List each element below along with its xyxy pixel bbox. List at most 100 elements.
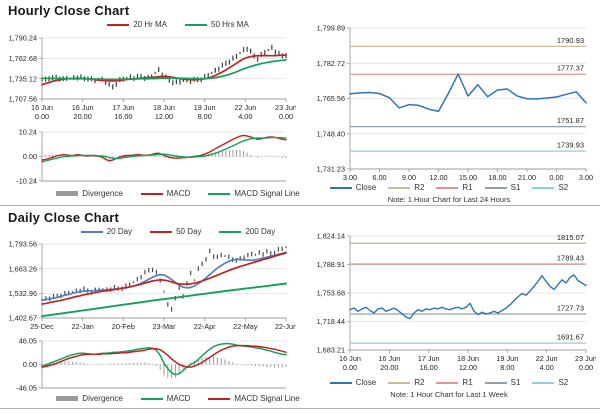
svg-text:1,753.68: 1,753.68 — [317, 289, 345, 298]
legend-item: 200 Day — [219, 227, 275, 236]
svg-text:1777.37: 1777.37 — [557, 64, 584, 73]
legend-item: R2 — [388, 378, 424, 387]
legend-bar-chip — [56, 191, 79, 196]
hourly-price-legend: 20 Hr MA 50 Hrs MA — [4, 20, 324, 29]
section-divider — [0, 408, 600, 409]
weekly-sr-legend: Close R2 R1 S1 S2 — [302, 378, 596, 387]
svg-text:0.00: 0.00 — [279, 112, 293, 121]
svg-text:16 Jun: 16 Jun — [378, 354, 400, 363]
legend-item: MACD — [140, 394, 191, 403]
legend-line-chip — [436, 186, 459, 189]
legend-line-chip — [329, 381, 352, 384]
svg-text:1,402.67: 1,402.67 — [9, 314, 37, 323]
svg-text:1790.93: 1790.93 — [557, 36, 584, 45]
svg-text:1,799.89: 1,799.89 — [317, 24, 345, 33]
svg-text:22 Jun: 22 Jun — [234, 103, 256, 112]
svg-text:1,532.96: 1,532.96 — [9, 289, 37, 298]
daily-price-legend: 20 Day 50 Day 200 Day — [4, 227, 324, 236]
svg-text:1789.43: 1789.43 — [557, 254, 584, 263]
svg-text:15.00: 15.00 — [459, 173, 477, 182]
svg-text:3.00: 3.00 — [579, 173, 593, 182]
legend-label: R2 — [414, 183, 425, 192]
section-divider — [0, 205, 600, 206]
svg-text:21.00: 21.00 — [518, 173, 536, 182]
svg-text:4.00: 4.00 — [540, 363, 554, 372]
svg-text:1,731.23: 1,731.23 — [317, 165, 345, 174]
hourly-sr-note: Note: 1 Hour Chart for Last 24 Hours — [387, 195, 511, 204]
legend-label: S1 — [510, 183, 521, 192]
svg-text:1,683.21: 1,683.21 — [317, 346, 345, 355]
svg-text:22-Apr: 22-Apr — [194, 322, 216, 331]
svg-text:20.00: 20.00 — [380, 363, 398, 372]
legend-item: R1 — [436, 378, 473, 387]
legend-label: 200 Day — [245, 227, 276, 236]
legend-label: Close — [355, 378, 377, 387]
svg-text:1,782.72: 1,782.72 — [317, 59, 345, 68]
legend-label: 50 Day — [176, 227, 202, 236]
daily-macd-legend: Divergence MACD MACD Signal Line — [4, 394, 324, 403]
svg-text:0.00: 0.00 — [549, 173, 563, 182]
legend-item: MACD — [140, 189, 190, 198]
svg-text:22-May: 22-May — [233, 322, 258, 331]
svg-text:1,762.68: 1,762.68 — [9, 54, 37, 63]
legend-label: 20 Day — [106, 227, 133, 236]
legend-item: MACD Signal Line — [208, 189, 300, 198]
svg-text:16 Jun: 16 Jun — [72, 103, 94, 112]
legend-label: S2 — [558, 378, 569, 387]
svg-text:1,707.56: 1,707.56 — [9, 95, 37, 104]
legend-bar-chip — [56, 396, 79, 401]
svg-text:16.00: 16.00 — [114, 112, 132, 121]
svg-text:-10.24: -10.24 — [16, 177, 37, 186]
svg-text:3.00: 3.00 — [343, 173, 357, 182]
hourly-sr-chart: 1,799.89 1,782.72 1,765.56 1,748.40 1,731.23… — [317, 24, 594, 182]
legend-label: R1 — [462, 183, 473, 192]
svg-text:1691.67: 1691.67 — [557, 333, 584, 342]
svg-text:1,793.56: 1,793.56 — [9, 240, 37, 249]
svg-text:1,788.91: 1,788.91 — [317, 260, 345, 269]
legend-line-chip — [107, 23, 130, 26]
daily-macd-chart: 46.05 0.00 -46.05 — [16, 337, 287, 393]
legend-line-chip — [140, 397, 163, 400]
legend-label: MACD — [166, 394, 191, 403]
svg-text:16.00: 16.00 — [420, 363, 438, 372]
legend-item: MACD Signal Line — [208, 394, 300, 403]
legend-line-chip — [208, 192, 231, 195]
svg-text:1,663.26: 1,663.26 — [9, 264, 37, 273]
legend-item: 20 Day — [80, 227, 133, 236]
legend-item: 50 Hrs MA — [185, 20, 249, 29]
svg-text:22 Jun: 22 Jun — [536, 354, 558, 363]
legend-line-chip — [150, 230, 173, 233]
legend-label: S2 — [558, 183, 569, 192]
svg-text:8.00: 8.00 — [198, 112, 212, 121]
svg-text:12.00: 12.00 — [459, 363, 477, 372]
svg-text:18 Jun: 18 Jun — [457, 354, 479, 363]
svg-text:0.00: 0.00 — [579, 363, 593, 372]
svg-text:4.00: 4.00 — [238, 112, 252, 121]
hourly-macd-chart: 10.24 0.00 -10.24 — [16, 128, 287, 186]
legend-item: Divergence — [56, 394, 123, 403]
svg-text:1739.93: 1739.93 — [557, 141, 584, 150]
svg-text:19 Jun: 19 Jun — [194, 103, 216, 112]
legend-label: S1 — [510, 378, 521, 387]
svg-text:46.05: 46.05 — [19, 337, 37, 346]
svg-text:25-Dec: 25-Dec — [30, 322, 54, 331]
svg-text:1,718.44: 1,718.44 — [317, 317, 345, 326]
svg-text:17 Jun: 17 Jun — [112, 103, 134, 112]
legend-item: R2 — [388, 183, 424, 192]
svg-text:20-Feb: 20-Feb — [112, 322, 135, 331]
svg-text:12.00: 12.00 — [155, 112, 173, 121]
legend-line-chip — [329, 186, 352, 189]
svg-text:23-Mar: 23-Mar — [152, 322, 176, 331]
svg-text:0.00: 0.00 — [23, 152, 37, 161]
legend-item: R1 — [436, 183, 473, 192]
legend-item: Close — [329, 378, 377, 387]
svg-text:22-Jun: 22-Jun — [275, 322, 296, 331]
legend-line-chip — [185, 23, 207, 26]
svg-text:23 Jun: 23 Jun — [275, 103, 296, 112]
legend-line-chip — [436, 381, 459, 384]
svg-text:1751.87: 1751.87 — [557, 116, 584, 125]
legend-line-chip — [388, 186, 411, 189]
legend-label: Close — [355, 183, 377, 192]
legend-line-chip — [80, 230, 103, 233]
